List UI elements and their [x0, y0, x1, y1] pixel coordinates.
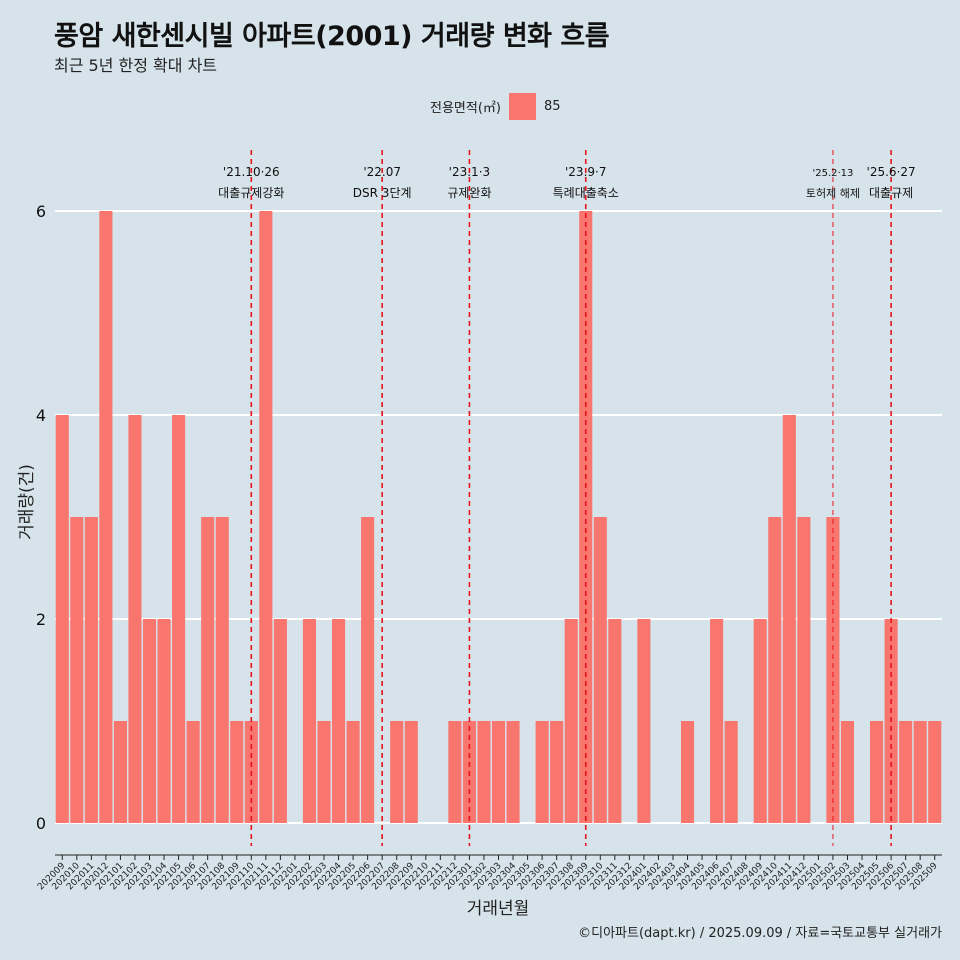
- y-tick-label: 6: [36, 202, 46, 221]
- chart-title: 풍암 새한센시빌 아파트(2001) 거래량 변화 흐름: [54, 21, 610, 52]
- annotation-label: 특례대출축소: [553, 186, 619, 200]
- bar: [913, 721, 927, 823]
- source-caption: ©디아파트(dapt.kr) / 2025.09.09 / 자료=국토교통부 실…: [578, 926, 942, 941]
- bar: [710, 619, 724, 823]
- bar: [230, 721, 244, 823]
- annotation-date: '22.07: [363, 165, 401, 179]
- legend-swatch: [508, 93, 536, 120]
- bar: [928, 721, 942, 823]
- bar: [564, 619, 578, 823]
- annotation-label: 규제완화: [447, 186, 491, 200]
- bar: [491, 721, 506, 823]
- bar: [404, 721, 418, 823]
- y-tick-label: 4: [36, 406, 46, 425]
- bar: [215, 517, 229, 823]
- y-tick-label: 2: [36, 610, 46, 629]
- bar: [826, 517, 840, 823]
- bar: [186, 721, 200, 823]
- annotation-label: DSR 3단계: [353, 186, 412, 200]
- bar: [899, 721, 913, 823]
- bar: [768, 517, 782, 823]
- bar: [680, 721, 695, 823]
- bar: [477, 721, 491, 823]
- bar: [753, 619, 767, 823]
- bar: [608, 619, 622, 823]
- bar: [201, 517, 215, 823]
- bar: [593, 517, 607, 823]
- bar: [361, 517, 375, 823]
- bar: [506, 721, 520, 823]
- legend-title: 전용면적(㎡): [430, 101, 501, 116]
- bar: [870, 721, 884, 823]
- bar: [550, 721, 564, 823]
- bar: [346, 721, 360, 823]
- bar: [302, 619, 317, 823]
- bar: [273, 619, 287, 823]
- annotation-label: 대출규제강화: [218, 186, 284, 200]
- bar: [157, 619, 171, 823]
- bar: [55, 415, 69, 823]
- bar: [70, 517, 84, 823]
- bar: [84, 517, 98, 823]
- bar: [113, 721, 127, 823]
- annotation-date: '25.6·27: [867, 165, 916, 179]
- y-tick-label: 0: [36, 814, 46, 833]
- y-axis-title: 거래량(건): [17, 464, 37, 540]
- bar: [797, 517, 811, 823]
- bar: [317, 721, 331, 823]
- bar: [782, 415, 796, 823]
- chart-subtitle: 최근 5년 한정 확대 차트: [54, 56, 218, 75]
- bar: [99, 211, 113, 823]
- bar: [448, 721, 462, 823]
- bar: [332, 619, 346, 823]
- x-axis-title: 거래년월: [467, 899, 530, 919]
- bar: [579, 211, 593, 823]
- annotation-date: '23.1·3: [449, 165, 490, 179]
- annotation-date: '23.9·7: [565, 165, 606, 179]
- legend: 전용면적(㎡) 85: [430, 93, 561, 120]
- bar: [128, 415, 142, 823]
- annotation-date: '25.2·13: [812, 168, 853, 179]
- bar: [535, 721, 549, 823]
- bar: [142, 619, 157, 823]
- bar: [840, 721, 855, 823]
- legend-item-label: 85: [543, 99, 561, 114]
- annotation-date: '21.10·26: [223, 165, 280, 179]
- annotation-label: 대출규제: [869, 186, 913, 200]
- bar: [172, 415, 186, 823]
- bar: [637, 619, 651, 823]
- annotation-label: 토허제 해제: [806, 186, 860, 200]
- bar: [390, 721, 404, 823]
- bar: [724, 721, 738, 823]
- bar: [259, 211, 273, 823]
